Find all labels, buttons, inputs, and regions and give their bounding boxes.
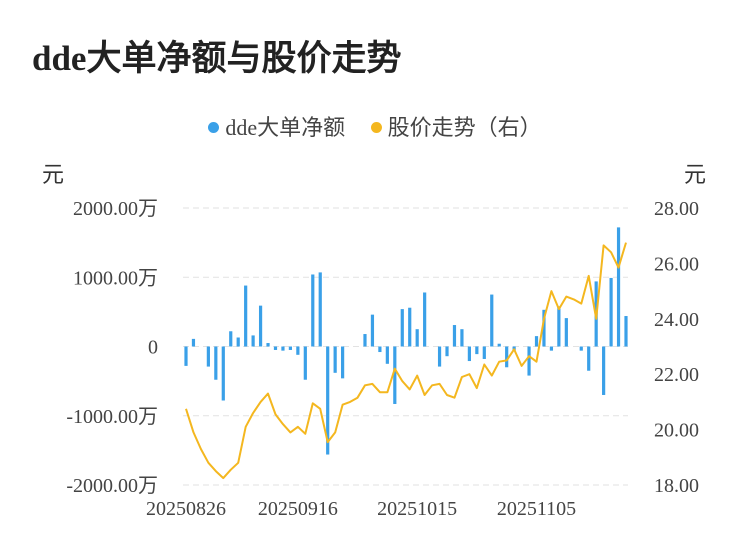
right-tick-label: 18.00 — [654, 475, 699, 497]
legend-label-dde: dde大单净额 — [225, 115, 346, 140]
left-tick-label: 0 — [148, 337, 158, 359]
bar — [288, 346, 293, 350]
price-line — [185, 242, 627, 480]
bar — [609, 277, 613, 347]
right-tick-label: 22.00 — [654, 364, 699, 386]
x-tick-label: 20251015 — [377, 498, 457, 520]
bar — [452, 325, 457, 347]
chart-legend: dde大单净额 股价走势（右） — [0, 110, 750, 142]
bar — [378, 346, 382, 353]
left-tick-label: -1000.00万 — [66, 406, 158, 428]
bar — [258, 305, 263, 347]
right-tick-label: 26.00 — [654, 253, 699, 275]
bar — [266, 343, 270, 347]
right-tick-label: 24.00 — [654, 309, 699, 331]
grid-lines — [183, 207, 628, 486]
bar — [326, 346, 330, 455]
bar — [423, 292, 427, 347]
legend-swatch-line — [370, 122, 382, 133]
bar — [475, 346, 479, 355]
right-tick-label: 28.00 — [654, 198, 699, 220]
bar — [229, 331, 233, 347]
bar — [244, 285, 248, 347]
bar — [236, 337, 240, 347]
bar — [564, 318, 568, 347]
bar — [400, 309, 404, 347]
left-tick-label: 1000.00万 — [73, 267, 158, 289]
bar — [341, 346, 345, 379]
bar — [497, 343, 501, 347]
bar — [251, 335, 255, 347]
right-axis-unit: 元 — [684, 162, 707, 187]
bar — [549, 346, 554, 351]
bar — [281, 346, 285, 351]
bar — [273, 346, 278, 350]
bar — [363, 334, 367, 347]
bar — [557, 306, 561, 347]
legend-item-dde[interactable]: dde大单净额 — [208, 110, 345, 142]
chart-title: dde大单净额与股价走势 — [32, 39, 402, 78]
bar-series — [184, 227, 628, 455]
bar — [616, 227, 621, 347]
bar — [602, 346, 606, 395]
bar — [482, 346, 486, 359]
bar — [460, 329, 464, 347]
bar — [490, 294, 494, 347]
left-axis-unit: 元 — [42, 162, 65, 187]
left-tick-label: 2000.00万 — [73, 198, 158, 220]
bar — [527, 346, 531, 376]
bar — [467, 346, 471, 362]
bar — [624, 316, 628, 347]
x-tick-label: 20250916 — [258, 498, 338, 520]
bar — [311, 274, 315, 347]
bar — [318, 272, 322, 347]
bar — [445, 346, 449, 357]
bar — [587, 346, 591, 371]
bar — [296, 346, 300, 355]
legend-item-price[interactable]: 股价走势（右） — [370, 110, 542, 142]
right-tick-label: 20.00 — [654, 420, 699, 442]
legend-swatch-bar — [208, 122, 220, 133]
bar — [408, 307, 412, 347]
bar — [206, 346, 210, 367]
bar — [542, 309, 546, 347]
bar — [437, 346, 442, 367]
legend-label-price: 股价走势（右） — [387, 115, 542, 140]
bar — [415, 329, 419, 347]
x-tick-label: 20250826 — [146, 498, 226, 520]
bar — [303, 346, 307, 380]
bar — [505, 346, 509, 368]
bar — [214, 346, 218, 380]
x-tick-label: 20251105 — [497, 498, 576, 520]
bar — [333, 346, 337, 373]
left-tick-label: -2000.00万 — [66, 475, 158, 497]
bar — [534, 336, 539, 347]
bar — [191, 338, 196, 347]
bar — [393, 346, 397, 404]
bar — [221, 346, 225, 401]
bar — [370, 314, 375, 347]
bar — [184, 346, 188, 366]
bar — [579, 346, 583, 351]
bar — [385, 346, 389, 364]
